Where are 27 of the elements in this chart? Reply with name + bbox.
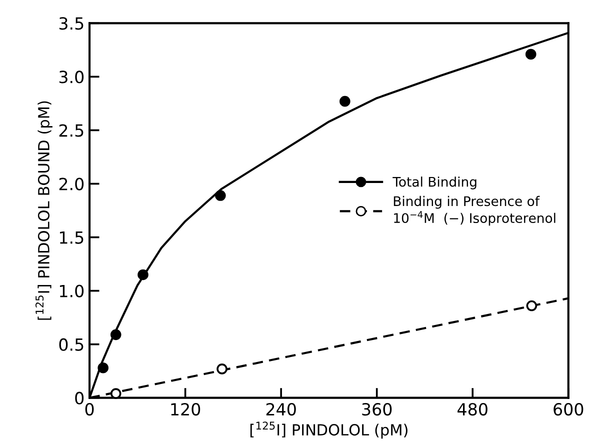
point [216,364,228,374]
point [98,362,108,374]
y-tick-label: 3.5 [59,17,84,30]
point [110,388,122,399]
y-tick-label: 1.5 [60,231,84,244]
point [340,96,350,107]
y-tick-label: 2.0 [59,178,84,190]
y-axis-title: [$^{125}$I] PINDOLOL BOUND (pM) [35,101,52,320]
y-tick-label: 2.5 [59,124,84,137]
x-tick-label: 600 [554,402,584,416]
y-tick-label: 0.5 [59,338,84,351]
x-axis-title: [$^{125}$I] PINDOLOL (pM) [250,422,408,439]
y-tick-label: 0 [75,392,84,404]
x-tick-label: 240 [266,402,296,416]
point [215,190,226,201]
point [138,269,148,280]
y-tick-label: 1.0 [60,284,84,298]
legend-label: Binding in Presence of 10$^{−4}$M (−) Isoproterenol [394,196,556,226]
x-tick-label: 480 [458,402,488,416]
x-tick-label: 360 [362,402,392,416]
legend-label: Total Binding [392,176,476,190]
point [526,300,538,312]
point [110,329,122,340]
x-tick-label: 0 [85,402,94,416]
x-tick-label: 120 [171,402,200,416]
point [525,48,536,60]
y-tick-label: 3.0 [59,70,84,84]
